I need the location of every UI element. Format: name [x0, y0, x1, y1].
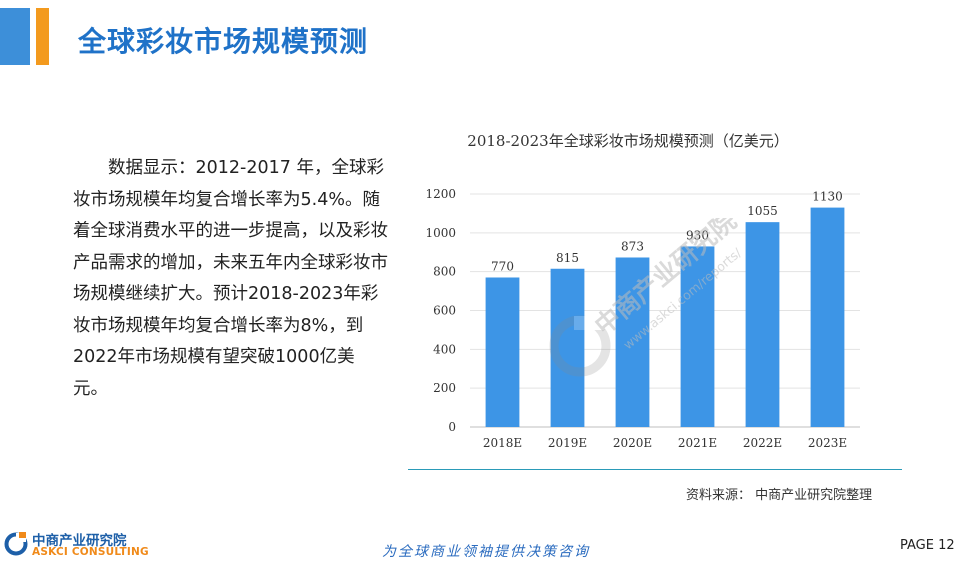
logo-name-en: ASKCI CONSULTING — [32, 546, 149, 558]
bar — [615, 257, 650, 427]
y-tick-label: 800 — [433, 265, 456, 279]
y-tick-label: 1000 — [425, 226, 456, 240]
x-tick-label: 2020E — [613, 436, 652, 450]
company-logo: 中商产业研究院 ASKCI CONSULTING — [2, 527, 149, 561]
y-tick-label: 200 — [433, 381, 456, 395]
x-tick-label: 2022E — [743, 436, 782, 450]
y-tick-label: 0 — [448, 420, 456, 434]
x-tick-label: 2018E — [483, 436, 522, 450]
y-tick-label: 1200 — [425, 187, 456, 201]
bar-value-label: 873 — [621, 239, 644, 253]
x-tick-label: 2023E — [808, 436, 847, 450]
bar-value-label: 1130 — [812, 190, 843, 204]
bar-chart: 0 200 400 600 800 1000 1200 770 2018E 815 2019E 873… — [425, 187, 860, 450]
bar — [810, 207, 845, 427]
bar-value-label: 1055 — [747, 204, 778, 218]
x-tick-label: 2019E — [548, 436, 587, 450]
bar-value-label: 815 — [556, 251, 579, 265]
header-accent-orange — [36, 8, 49, 65]
bar — [550, 268, 585, 427]
bar — [680, 246, 715, 427]
bar-value-label: 930 — [686, 228, 709, 242]
bar-value-label: 770 — [491, 259, 514, 273]
x-tick-label: 2021E — [678, 436, 717, 450]
source-note: 资料来源： 中商产业研究院整理 — [686, 488, 873, 503]
bar — [485, 277, 520, 427]
page-number: PAGE 12 — [900, 538, 955, 553]
footer-slogan: 为全球商业领袖提供决策咨询 — [382, 544, 590, 560]
askci-logo-icon — [4, 532, 28, 556]
chart-title: 2018-2023年全球彩妆市场规模预测（亿美元） — [467, 132, 789, 150]
body-paragraph: 数据显示：2012-2017 年，全球彩妆市场规模年均复合增长率为5.4%。随着… — [73, 158, 388, 399]
bar — [745, 222, 780, 427]
page-title: 全球彩妆市场规模预测 — [78, 25, 369, 58]
y-tick-label: 400 — [433, 342, 456, 356]
y-tick-label: 600 — [433, 304, 456, 318]
chart-bottom-rule — [408, 469, 902, 470]
header-accent-blue — [0, 8, 30, 65]
logo-name-zh: 中商产业研究院 — [32, 533, 127, 549]
